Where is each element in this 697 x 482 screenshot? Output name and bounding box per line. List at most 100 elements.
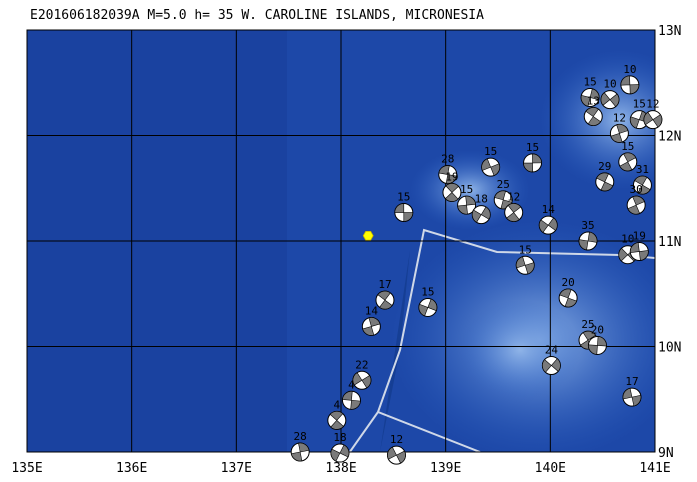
beachball-quadrant — [329, 411, 344, 430]
depth-label: 28 — [441, 153, 454, 166]
beachball — [504, 203, 524, 223]
depth-label: 22 — [355, 358, 368, 371]
beachball-quadrant — [330, 444, 350, 462]
beachball — [290, 442, 310, 462]
beachball-quadrant — [471, 206, 491, 223]
lon-tick-label: 136E — [116, 461, 147, 476]
beachball-quadrant — [523, 153, 542, 173]
depth-label: 18 — [333, 431, 346, 444]
depth-label: 10 — [623, 63, 636, 76]
beachball-quadrant — [444, 183, 459, 202]
depth-label: 15 — [583, 76, 596, 89]
beachball-quadrant — [438, 165, 457, 184]
beachball — [327, 410, 347, 430]
beachball-quadrant — [559, 288, 577, 308]
beachball — [643, 110, 663, 130]
beachball — [471, 205, 491, 225]
depth-label: 12 — [507, 191, 520, 204]
depth-label: 24 — [545, 343, 559, 356]
depth-label: 14 — [365, 304, 379, 317]
depth-label: 15 — [421, 285, 434, 298]
beachball — [523, 153, 543, 173]
depth-label: 4 — [334, 398, 341, 411]
depth-label: 20 — [591, 323, 604, 336]
lon-tick-label: 135E — [11, 461, 42, 476]
beachball — [442, 182, 462, 202]
depth-label: 17 — [378, 278, 391, 291]
lat-tick-label: 13N — [658, 24, 681, 39]
depth-label: 17 — [625, 375, 638, 388]
beachball — [418, 297, 438, 317]
beachball — [493, 190, 513, 210]
beachball — [609, 123, 629, 143]
depth-label: 15 — [621, 140, 634, 153]
beachball-quadrant — [622, 387, 642, 407]
beachball — [626, 195, 646, 215]
beachball — [330, 443, 350, 463]
beachball-quadrant — [627, 195, 645, 215]
beachball — [595, 172, 615, 192]
depth-label: 15 — [526, 141, 539, 154]
beachball — [600, 90, 620, 110]
depth-label: 15 — [633, 98, 646, 111]
depth-label: 25 — [581, 318, 594, 331]
beachball — [341, 390, 361, 410]
beachball-quadrant — [643, 111, 663, 128]
lon-tick-label: 140E — [535, 461, 566, 476]
beachball — [580, 88, 600, 108]
beachball-quadrant — [600, 92, 620, 108]
beachball-quadrant — [588, 336, 607, 355]
beachball-quadrant — [481, 158, 500, 176]
beachball-quadrant — [542, 358, 561, 373]
beachball — [578, 231, 598, 251]
beachball-quadrant — [362, 317, 381, 336]
beachball-quadrant — [394, 203, 414, 222]
beachball-quadrant — [620, 75, 640, 95]
lat-tick-label: 12N — [658, 130, 681, 145]
depth-label: 29 — [598, 160, 611, 173]
beachball-quadrant — [578, 231, 598, 251]
lat-tick-label: 11N — [658, 235, 681, 250]
beachball-quadrant — [418, 298, 438, 317]
beachball — [457, 195, 477, 215]
beachball-quadrant — [630, 242, 649, 261]
beachball — [386, 445, 406, 465]
beachball-quadrant — [342, 391, 361, 410]
beachball — [541, 355, 561, 375]
beachball-quadrant — [457, 195, 476, 215]
depth-label: 18 — [475, 193, 488, 206]
beachball — [394, 203, 414, 223]
beachball — [375, 290, 395, 310]
beachball — [587, 335, 607, 355]
depth-label: 30 — [630, 183, 643, 196]
beachball — [538, 215, 558, 235]
map-title: E201606182039A M=5.0 h= 35 W. CAROLINE I… — [30, 8, 484, 23]
depth-label: 13 — [587, 95, 600, 108]
beachball-quadrant — [290, 442, 310, 462]
lon-tick-label: 137E — [221, 461, 252, 476]
beachball — [361, 316, 381, 336]
beachball — [481, 157, 501, 177]
depth-label: 14 — [542, 203, 556, 216]
beachball-quadrant — [515, 256, 535, 275]
beachball-quadrant — [596, 172, 614, 192]
depth-label: 10 — [621, 233, 634, 246]
depth-label: 35 — [581, 219, 594, 232]
beachball-quadrant — [610, 124, 629, 143]
depth-label: 19 — [633, 230, 646, 243]
depth-label: 28 — [294, 430, 307, 443]
depth-label: 15 — [397, 191, 410, 204]
depth-label: 4 — [348, 378, 355, 391]
beachball — [438, 165, 458, 185]
depth-label: 15 — [484, 145, 497, 158]
beachball-quadrant — [506, 203, 522, 222]
depth-label: 12 — [390, 433, 403, 446]
beachball-quadrant — [352, 372, 372, 389]
lon-tick-label: 139E — [430, 461, 461, 476]
beachball — [629, 110, 649, 130]
beachball-quadrant — [585, 107, 602, 126]
depth-label: 19 — [445, 170, 458, 183]
depth-label: 15 — [460, 183, 473, 196]
beachball-quadrant — [387, 446, 406, 464]
